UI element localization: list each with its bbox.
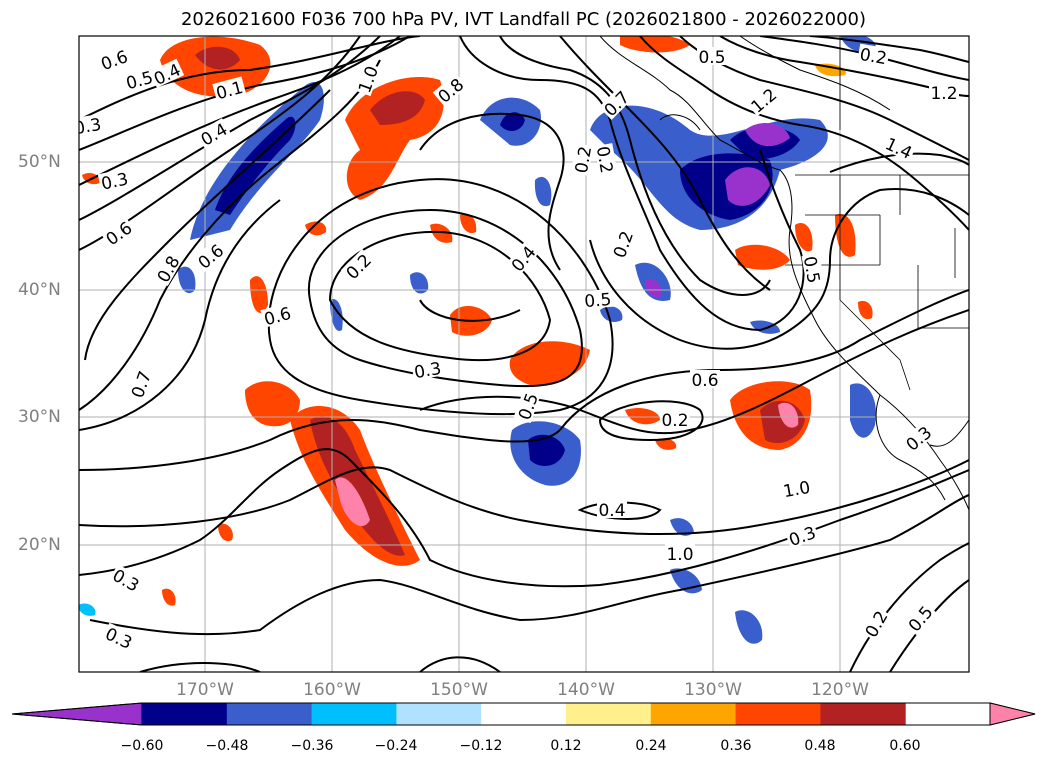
contour-label: 0.6 [262,304,293,330]
colorbar-label: 0.48 [804,738,836,754]
colorbar-label: 0.60 [889,738,921,754]
lon-label-130w: 130°W [684,680,742,700]
colorbar-label: −0.60 [120,738,164,754]
contour-label: 0.4 [508,243,541,277]
map-title: 2026021600 F036 700 hPa PV, IVT Landfall… [180,9,867,30]
contour-label: 0.6 [691,371,718,391]
colorbar-swatch [566,703,652,725]
contour-label: 0.3 [903,423,937,456]
negative-pv-shading [79,36,876,644]
contour-label: 0.2 [343,251,376,284]
contour-label: 0.2 [572,145,596,175]
graticule [79,36,969,672]
contour-label: 1.0 [666,545,693,565]
positive-pv-shading [82,36,873,606]
lon-label-140w: 140°W [557,680,615,700]
contour-label: 0.5 [905,603,938,637]
colorbar-label: 0.24 [635,738,667,754]
contour-label: 0.5 [799,255,823,285]
contour-label: 0.4 [598,501,625,521]
contour-label: 0.5 [698,48,725,68]
colorbar-label: −0.48 [205,738,249,754]
contour-label: 1.2 [930,84,957,104]
lon-label-150w: 150°W [430,680,488,700]
colorbar-swatch [481,703,567,725]
lat-label-20n: 20°N [18,535,61,555]
contour-label: 0.4 [198,120,231,151]
colorbar [11,702,1036,726]
colorbar-label: −0.12 [459,738,503,754]
borders [785,36,969,391]
colorbar-label: −0.24 [374,738,418,754]
colorbar-label: 0.36 [720,738,752,754]
colorbar-label: 0.12 [550,738,582,754]
colorbar-swatch [735,703,821,725]
contour-label: 0.2 [592,145,616,175]
contour-label: 0.6 [103,218,137,250]
lon-label-170w: 170°W [176,680,234,700]
lat-label-50n: 50°N [18,152,61,172]
colorbar-extend-low [11,702,143,726]
colorbar-extend-high [989,702,1036,726]
contour-label: 0.5 [584,290,613,312]
contour-label: 0.2 [661,411,688,431]
contour-label: 0.2 [862,608,893,641]
contour-label: 0.3 [99,169,130,194]
colorbar-swatch [820,703,906,725]
lat-label-30n: 30°N [18,407,61,427]
colorbar-swatch [226,703,313,725]
colorbar-swatch [396,703,482,725]
colorbar-swatch [650,703,737,725]
colorbar-swatch [311,703,397,725]
contour-label: 0.3 [73,115,103,139]
contour-label: 0.3 [413,359,443,383]
colorbar-swatch [142,703,228,725]
lon-label-160w: 160°W [303,680,361,700]
contour-label: 1.0 [782,478,812,502]
lon-label-120w: 120°W [811,680,869,700]
lat-label-40n: 40°N [18,280,61,300]
plot-frame [78,35,970,673]
contour-label: 0.2 [858,45,888,69]
colorbar-label: −0.36 [290,738,334,754]
